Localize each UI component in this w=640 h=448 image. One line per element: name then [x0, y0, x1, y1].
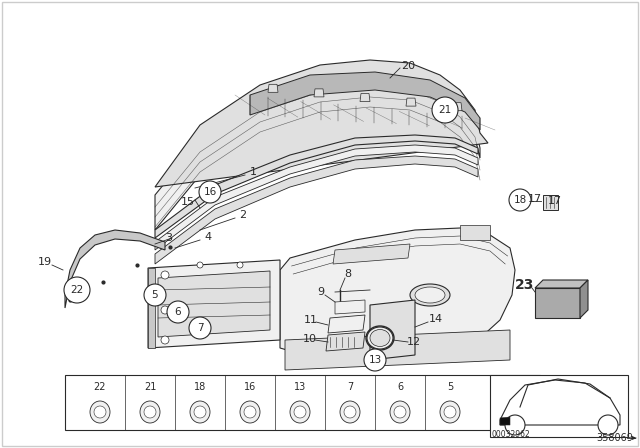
Circle shape — [598, 415, 618, 435]
Circle shape — [161, 306, 169, 314]
FancyBboxPatch shape — [65, 375, 540, 430]
Text: 4: 4 — [204, 232, 212, 242]
Polygon shape — [148, 260, 280, 348]
Text: 1: 1 — [250, 167, 257, 177]
Ellipse shape — [440, 401, 460, 423]
Polygon shape — [360, 94, 370, 102]
Polygon shape — [155, 156, 478, 264]
Circle shape — [144, 406, 156, 418]
Text: 16: 16 — [244, 382, 256, 392]
Ellipse shape — [410, 284, 450, 306]
Text: 6: 6 — [175, 307, 181, 317]
Text: 6: 6 — [397, 382, 403, 392]
Circle shape — [167, 301, 189, 323]
Ellipse shape — [370, 329, 390, 346]
Circle shape — [509, 189, 531, 211]
Ellipse shape — [367, 327, 393, 349]
Polygon shape — [250, 72, 480, 130]
Text: 2: 2 — [239, 210, 246, 220]
Polygon shape — [155, 145, 478, 250]
Polygon shape — [370, 300, 415, 360]
Circle shape — [194, 406, 206, 418]
Text: 18: 18 — [513, 195, 527, 205]
Polygon shape — [155, 60, 488, 187]
Circle shape — [344, 406, 356, 418]
Text: 8: 8 — [344, 269, 351, 279]
Circle shape — [432, 97, 458, 123]
Circle shape — [294, 406, 306, 418]
Circle shape — [161, 336, 169, 344]
Polygon shape — [500, 380, 620, 425]
Polygon shape — [285, 330, 510, 370]
Circle shape — [144, 284, 166, 306]
Polygon shape — [148, 268, 155, 348]
Circle shape — [189, 317, 211, 339]
Polygon shape — [632, 436, 637, 440]
Text: 16: 16 — [204, 187, 216, 197]
Circle shape — [505, 415, 525, 435]
Polygon shape — [333, 244, 410, 264]
Text: 7: 7 — [196, 323, 204, 333]
Text: 5: 5 — [152, 290, 158, 300]
Text: 21: 21 — [144, 382, 156, 392]
Text: 21: 21 — [438, 105, 452, 115]
Polygon shape — [543, 195, 558, 210]
Text: 18: 18 — [194, 382, 206, 392]
Ellipse shape — [140, 401, 160, 423]
Circle shape — [394, 406, 406, 418]
Text: 15: 15 — [181, 197, 195, 207]
Polygon shape — [406, 98, 416, 106]
Circle shape — [64, 277, 90, 303]
Text: 12: 12 — [407, 337, 421, 347]
Polygon shape — [326, 332, 365, 351]
Circle shape — [197, 262, 203, 268]
Polygon shape — [535, 280, 588, 288]
Text: 358069: 358069 — [596, 433, 633, 443]
Circle shape — [444, 406, 456, 418]
Ellipse shape — [90, 401, 110, 423]
Circle shape — [244, 406, 256, 418]
Ellipse shape — [190, 401, 210, 423]
Text: 20: 20 — [401, 61, 415, 71]
Circle shape — [161, 271, 169, 279]
Text: 22: 22 — [70, 285, 84, 295]
Text: 19: 19 — [38, 257, 52, 267]
Ellipse shape — [290, 401, 310, 423]
Polygon shape — [328, 315, 365, 333]
Polygon shape — [500, 417, 510, 425]
Circle shape — [94, 406, 106, 418]
Polygon shape — [280, 228, 515, 360]
Text: 13: 13 — [294, 382, 306, 392]
Text: 22: 22 — [93, 382, 106, 392]
Text: 5: 5 — [447, 382, 453, 392]
Text: 11: 11 — [304, 315, 318, 325]
Circle shape — [199, 181, 221, 203]
Ellipse shape — [415, 287, 445, 303]
Polygon shape — [335, 300, 365, 314]
Polygon shape — [452, 103, 462, 111]
Text: 00032962: 00032962 — [492, 430, 531, 439]
Circle shape — [237, 262, 243, 268]
Polygon shape — [580, 280, 588, 318]
Polygon shape — [158, 271, 270, 337]
Ellipse shape — [390, 401, 410, 423]
Text: 13: 13 — [369, 355, 381, 365]
Text: 10: 10 — [303, 334, 317, 344]
Text: 17: 17 — [528, 194, 542, 204]
Polygon shape — [268, 84, 278, 92]
FancyBboxPatch shape — [490, 375, 628, 437]
Text: 7: 7 — [347, 382, 353, 392]
FancyBboxPatch shape — [460, 225, 490, 240]
Text: 17: 17 — [548, 196, 562, 206]
Text: 3: 3 — [166, 233, 173, 243]
Polygon shape — [155, 75, 480, 230]
Circle shape — [364, 349, 386, 371]
Polygon shape — [65, 230, 165, 308]
Text: 9: 9 — [317, 287, 324, 297]
Ellipse shape — [240, 401, 260, 423]
Polygon shape — [535, 288, 580, 318]
Ellipse shape — [340, 401, 360, 423]
Text: 23: 23 — [515, 278, 534, 292]
Polygon shape — [314, 89, 324, 97]
